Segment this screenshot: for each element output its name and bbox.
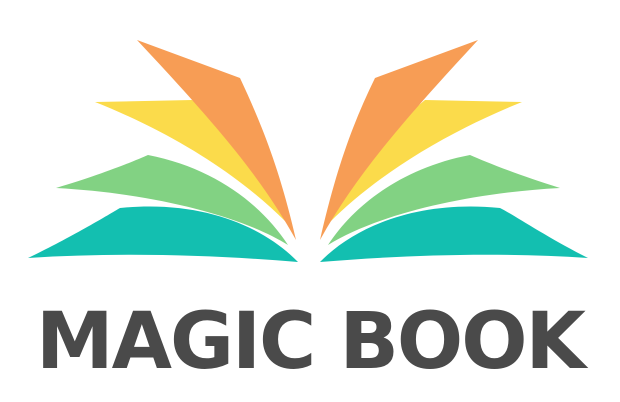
right-green-page <box>328 155 560 245</box>
right-orange-page <box>320 40 478 240</box>
right-teal-page <box>320 206 588 262</box>
left-green-page <box>56 155 288 245</box>
left-teal-page <box>28 206 298 262</box>
open-book-icon <box>28 40 588 262</box>
left-orange-page <box>137 40 296 240</box>
logo-wordmark: MAGIC BOOK <box>36 297 586 387</box>
